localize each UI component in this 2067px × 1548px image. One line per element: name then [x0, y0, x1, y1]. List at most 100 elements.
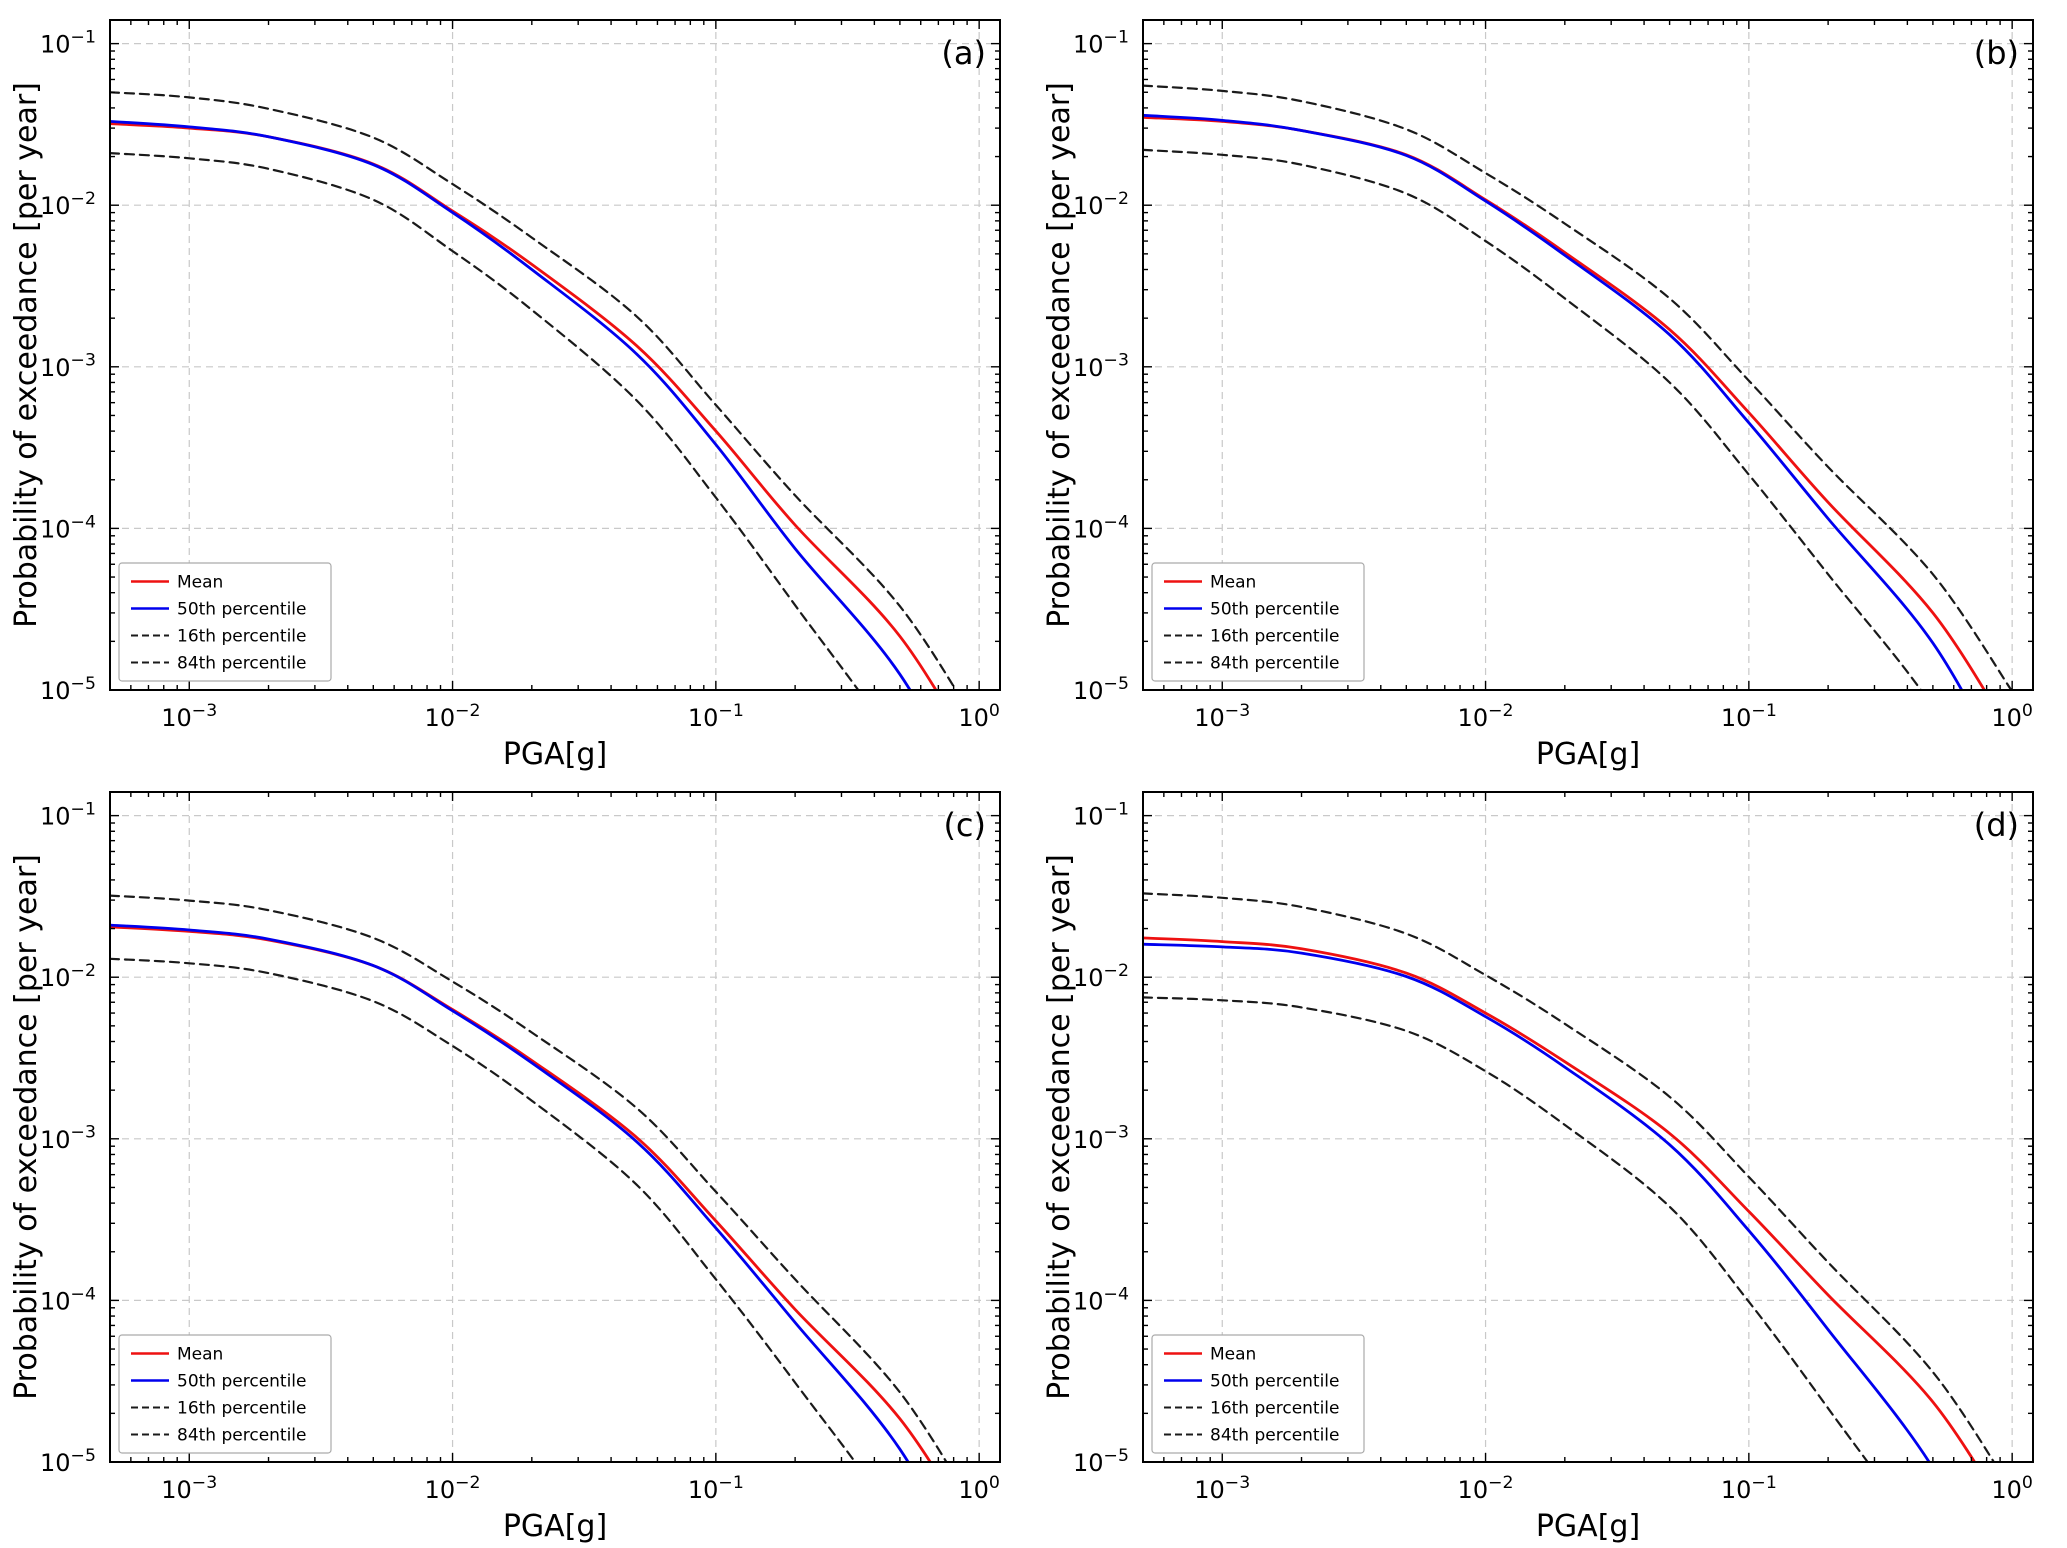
y-tick-label: 10−3 [40, 1123, 96, 1154]
y-axis-label: Probability of exceedance [per year] [9, 82, 44, 628]
legend-label: 84th percentile [177, 1426, 307, 1446]
y-axis-label: Probability of exceedance [per year] [1042, 854, 1077, 1400]
x-axis-label: PGA[g] [1536, 1509, 1640, 1544]
tick-labels: 10−3 10−2 10−1 100 10−5 10−4 10−3 10−2 10−1 [1073, 28, 2033, 732]
y-tick-label: 10−4 [1073, 512, 1129, 543]
legend: Mean 50th percentile 16th percentile 84th p… [118, 1334, 332, 1454]
legend-label: 84th percentile [1210, 654, 1340, 674]
y-tick-label: 10−1 [40, 28, 96, 59]
16th-percentile-curve [110, 152, 860, 690]
50th-percentile-curve [1143, 942, 1931, 1462]
legend-label: 50th percentile [177, 600, 307, 620]
legend: Mean 50th percentile 16th percentile 84th p… [118, 562, 332, 682]
axes-frame [1142, 19, 2034, 691]
50th-percentile-curve [110, 923, 910, 1462]
curves [110, 894, 948, 1462]
panel-c: 10−3 10−2 10−1 100 10−5 10−4 10−3 10−2 10−1 PGA[g… [0, 772, 1033, 1544]
legend-label: Mean [177, 1345, 223, 1365]
x-tick-label: 10−2 [1458, 1473, 1514, 1504]
y-tick-label: 10−4 [40, 1284, 96, 1315]
y-tick-label: 10−2 [40, 189, 96, 220]
y-tick-label: 10−5 [40, 674, 96, 705]
y-tick-label: 10−3 [40, 351, 96, 382]
grid [110, 792, 1000, 1463]
hazard-chart-d: 10−3 10−2 10−1 100 10−5 10−4 10−3 10−2 10−1 PGA[g… [1033, 772, 2066, 1544]
x-tick-label: 10−3 [161, 1473, 217, 1504]
x-axis-label: PGA[g] [503, 737, 607, 772]
x-tick-label: 10−3 [1194, 1473, 1250, 1504]
x-tick-label: 10−3 [161, 701, 217, 732]
x-tick-label: 100 [1991, 1473, 2033, 1504]
legend-box [1151, 562, 1365, 682]
x-tick-label: 10−2 [425, 701, 481, 732]
legend-label: 16th percentile [1210, 627, 1340, 647]
x-tick-label: 10−1 [1721, 1473, 1777, 1504]
tick-labels: 10−3 10−2 10−1 100 10−5 10−4 10−3 10−2 10−1 [1073, 800, 2033, 1504]
x-tick-label: 10−2 [1458, 701, 1514, 732]
y-tick-label: 10−2 [1073, 961, 1129, 992]
legend: Mean 50th percentile 16th percentile 84th p… [1151, 562, 1365, 682]
axes-frame [109, 791, 1001, 1463]
84th-percentile-curve [1143, 892, 1996, 1462]
y-tick-label: 10−1 [1073, 800, 1129, 831]
y-axis-label: Probability of exceedance [per year] [9, 854, 44, 1400]
x-tick-label: 10−1 [688, 1473, 744, 1504]
curves [1143, 84, 2013, 690]
x-axis-label: PGA[g] [503, 1509, 607, 1544]
legend: Mean 50th percentile 16th percentile 84th p… [1151, 1334, 1365, 1454]
16th-percentile-curve [110, 957, 857, 1462]
tick-labels: 10−3 10−2 10−1 100 10−5 10−4 10−3 10−2 10−1 [40, 800, 1000, 1504]
legend-label: Mean [1210, 573, 1256, 593]
legend-label: 50th percentile [1210, 1372, 1340, 1392]
y-tick-label: 10−1 [1073, 28, 1129, 59]
panel-d: 10−3 10−2 10−1 100 10−5 10−4 10−3 10−2 10−1 PGA[g… [1033, 772, 2067, 1544]
legend-label: 16th percentile [1210, 1399, 1340, 1419]
legend-box [118, 1334, 332, 1454]
axes-frame [1142, 791, 2034, 1463]
y-axis-label: Probability of exceedance [per year] [1042, 82, 1077, 628]
mean-curve [1143, 936, 1977, 1462]
y-tick-label: 10−4 [1073, 1284, 1129, 1315]
x-tick-label: 10−1 [1721, 701, 1777, 732]
84th-percentile-curve [1143, 84, 2013, 690]
legend-label: Mean [1210, 1345, 1256, 1365]
panel-label: (a) [941, 34, 986, 72]
y-tick-label: 10−4 [40, 512, 96, 543]
y-tick-label: 10−3 [1073, 1123, 1129, 1154]
y-tick-label: 10−1 [40, 800, 96, 831]
y-tick-label: 10−3 [1073, 351, 1129, 382]
84th-percentile-curve [110, 91, 958, 690]
legend-box [118, 562, 332, 682]
hazard-chart-a: 10−3 10−2 10−1 100 10−5 10−4 10−3 10−2 10−1 PGA[g… [0, 0, 1033, 772]
y-tick-label: 10−2 [40, 961, 96, 992]
50th-percentile-curve [110, 120, 912, 690]
panel-b: 10−3 10−2 10−1 100 10−5 10−4 10−3 10−2 10−1 PGA[g… [1033, 0, 2067, 772]
hazard-chart-b: 10−3 10−2 10−1 100 10−5 10−4 10−3 10−2 10−1 PGA[g… [1033, 0, 2066, 772]
16th-percentile-curve [1143, 996, 1869, 1462]
curves [110, 91, 958, 690]
legend-label: 50th percentile [177, 1372, 307, 1392]
panel-label: (c) [943, 806, 986, 844]
tick-labels: 10−3 10−2 10−1 100 10−5 10−4 10−3 10−2 10−1 [40, 28, 1000, 732]
y-tick-label: 10−5 [40, 1446, 96, 1477]
legend-label: 84th percentile [177, 654, 307, 674]
y-tick-label: 10−2 [1073, 189, 1129, 220]
84th-percentile-curve [110, 894, 948, 1462]
16th-percentile-curve [1143, 148, 1923, 690]
hazard-chart-c: 10−3 10−2 10−1 100 10−5 10−4 10−3 10−2 10−1 PGA[g… [0, 772, 1033, 1544]
legend-label: 84th percentile [1210, 1426, 1340, 1446]
curves [1143, 892, 1996, 1462]
legend-label: 16th percentile [177, 1399, 307, 1419]
panel-a: 10−3 10−2 10−1 100 10−5 10−4 10−3 10−2 10−1 PGA[g… [0, 0, 1033, 772]
x-axis-label: PGA[g] [1536, 737, 1640, 772]
panel-label: (d) [1974, 806, 2019, 844]
y-tick-label: 10−5 [1073, 1446, 1129, 1477]
x-tick-label: 100 [958, 701, 1000, 732]
x-tick-label: 10−3 [1194, 701, 1250, 732]
y-tick-label: 10−5 [1073, 674, 1129, 705]
x-tick-label: 10−2 [425, 1473, 481, 1504]
panel-label: (b) [1974, 34, 2019, 72]
x-tick-label: 100 [958, 1473, 1000, 1504]
legend-box [1151, 1334, 1365, 1454]
